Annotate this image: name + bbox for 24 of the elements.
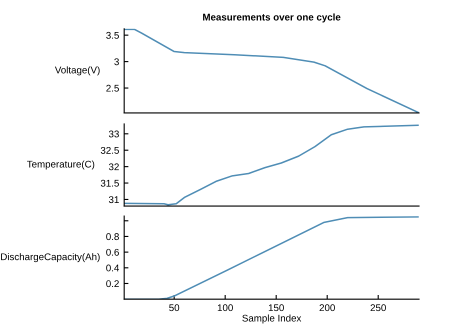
y-tick-label: 0.8 (106, 233, 119, 240)
y-tick-label: 32.5 (100, 146, 119, 154)
y-axis-title: DischargeCapacity(Ah) (1, 253, 100, 262)
y-tick-label: 32 (108, 163, 119, 170)
y-tick-label: 3 (114, 58, 119, 66)
y-tick-label: 0.4 (106, 264, 120, 272)
y-tick-label: 2.5 (106, 84, 119, 92)
y-tick-label: 33 (108, 130, 119, 138)
y-axis-title: Temperature(C) (27, 160, 94, 170)
y-tick-label: 0.2 (106, 280, 119, 288)
x-tick-label: 50 (169, 304, 180, 312)
y-tick-label: 3.5 (106, 32, 119, 39)
y-tick-label: 0.6 (106, 248, 119, 256)
y-axis-title: Voltage(V) (54, 66, 100, 76)
x-tick-label: 250 (370, 304, 386, 312)
y-tick-label: 31.5 (100, 180, 119, 187)
line-series (124, 124, 419, 206)
x-tick-label: 150 (268, 304, 284, 312)
chart-title: Measurements over one cycle (203, 13, 340, 22)
y-tick-label: 31 (108, 196, 119, 204)
x-axis-title: Sample Index (242, 314, 302, 324)
x-tick-label: 100 (218, 304, 233, 312)
line-series (124, 28, 419, 113)
x-tick-label: 200 (320, 304, 335, 312)
